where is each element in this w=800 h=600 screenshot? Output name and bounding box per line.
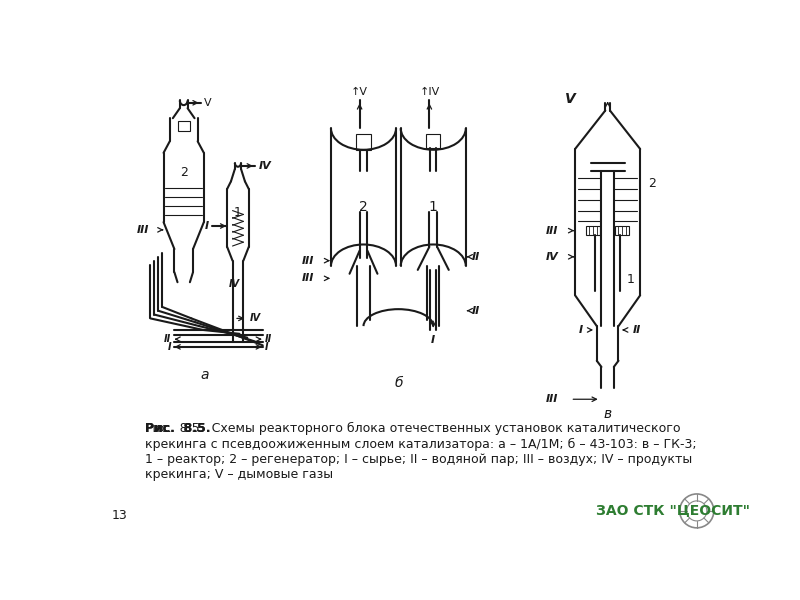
- Text: ↑V: ↑V: [351, 88, 368, 97]
- Text: б: б: [394, 376, 402, 390]
- Text: IV: IV: [250, 313, 261, 323]
- Text: Рис.  8.5.  Схемы реакторного блока отечественных установок каталитического
крек: Рис. 8.5. Схемы реакторного блока отечес…: [145, 422, 697, 481]
- Text: I: I: [204, 221, 209, 231]
- Text: в: в: [603, 407, 612, 421]
- Text: 1: 1: [626, 274, 634, 286]
- Text: ЗАО СТК "ЦЕОСИТ": ЗАО СТК "ЦЕОСИТ": [596, 503, 750, 517]
- Text: ↑IV: ↑IV: [419, 88, 439, 97]
- Text: III: III: [138, 225, 150, 235]
- Text: 1: 1: [234, 206, 242, 219]
- Bar: [426, 134, 440, 148]
- Text: III: III: [302, 256, 314, 266]
- Bar: [178, 121, 190, 131]
- Text: 1: 1: [429, 200, 438, 214]
- Text: II: II: [633, 325, 641, 335]
- Text: V: V: [204, 98, 211, 108]
- Text: II: II: [265, 334, 272, 344]
- Text: IV: IV: [259, 161, 272, 171]
- Text: V: V: [565, 92, 576, 106]
- Bar: [586, 226, 600, 235]
- Text: Рис.  8.5.: Рис. 8.5.: [145, 422, 210, 436]
- Text: IV: IV: [546, 252, 558, 262]
- Text: Рис.  8.5.: Рис. 8.5.: [145, 422, 210, 436]
- Text: IV: IV: [230, 279, 241, 289]
- Text: III: III: [302, 274, 314, 283]
- Text: II: II: [472, 252, 480, 262]
- Text: 2: 2: [359, 200, 368, 214]
- Text: а: а: [200, 368, 209, 382]
- Text: 2: 2: [180, 166, 188, 179]
- Text: II: II: [472, 306, 480, 316]
- Text: I: I: [265, 342, 269, 352]
- Text: III: III: [546, 394, 558, 404]
- Text: I: I: [431, 335, 435, 346]
- Text: 13: 13: [112, 509, 127, 523]
- Text: III: III: [546, 226, 558, 236]
- Text: II: II: [164, 334, 171, 344]
- Text: 2: 2: [648, 177, 656, 190]
- Text: I: I: [578, 325, 583, 335]
- Bar: [356, 134, 371, 150]
- Bar: [615, 226, 630, 235]
- Text: I: I: [168, 342, 171, 352]
